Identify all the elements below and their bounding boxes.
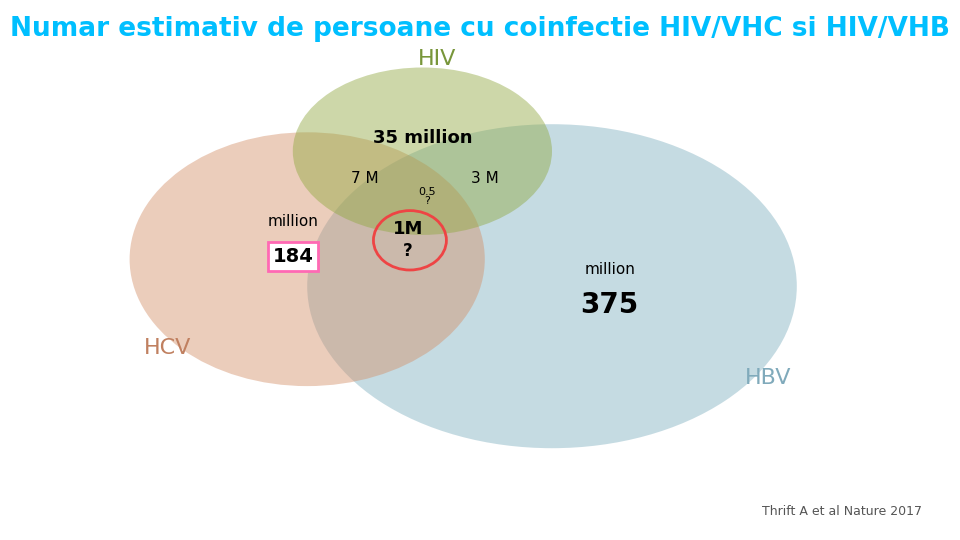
- Ellipse shape: [130, 132, 485, 386]
- Text: 7 M: 7 M: [351, 171, 378, 186]
- Text: 184: 184: [273, 247, 313, 266]
- Ellipse shape: [307, 124, 797, 448]
- Text: 375: 375: [581, 291, 638, 319]
- Text: ?: ?: [424, 197, 430, 206]
- Ellipse shape: [293, 68, 552, 235]
- Text: 0.5: 0.5: [419, 187, 436, 197]
- Text: HCV: HCV: [144, 338, 192, 359]
- Text: million: million: [268, 214, 318, 229]
- Text: million: million: [585, 262, 635, 278]
- Text: 35 million: 35 million: [372, 129, 472, 147]
- Text: 3 M: 3 M: [471, 171, 498, 186]
- Text: 1M: 1M: [393, 220, 423, 239]
- Text: HIV: HIV: [418, 49, 456, 70]
- Text: ?: ?: [403, 242, 413, 260]
- Text: Thrift A et al Nature 2017: Thrift A et al Nature 2017: [761, 505, 922, 518]
- Text: Numar estimativ de persoane cu coinfectie HIV/VHC si HIV/VHB: Numar estimativ de persoane cu coinfecti…: [10, 16, 950, 42]
- Text: HBV: HBV: [745, 368, 791, 388]
